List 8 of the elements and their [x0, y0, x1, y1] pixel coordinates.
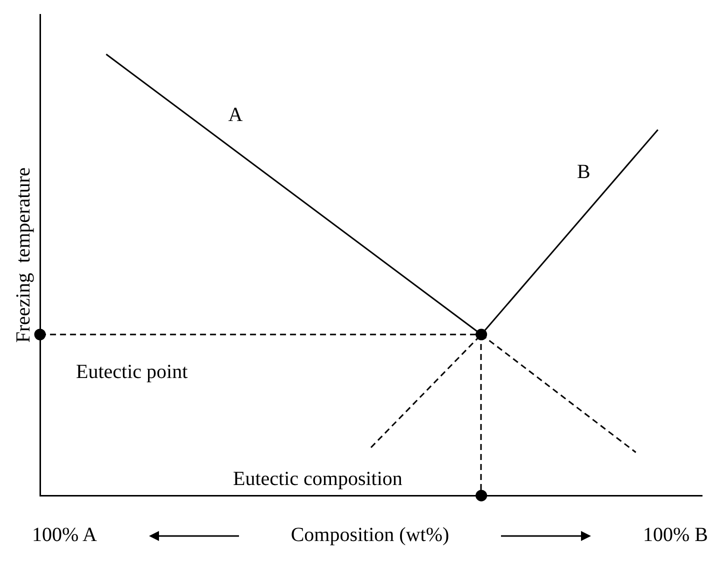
series-label: B: [577, 161, 590, 184]
y-axis-title: Freezing temperature: [12, 167, 34, 343]
x-axis-title: Composition (wt%): [290, 524, 450, 547]
text: 100% B: [642, 524, 708, 547]
series-label: A: [228, 104, 244, 126]
annotation: Eutectic composition: [233, 468, 402, 491]
text: 100% A: [32, 524, 97, 547]
annotation: Eutectic point: [76, 361, 188, 384]
